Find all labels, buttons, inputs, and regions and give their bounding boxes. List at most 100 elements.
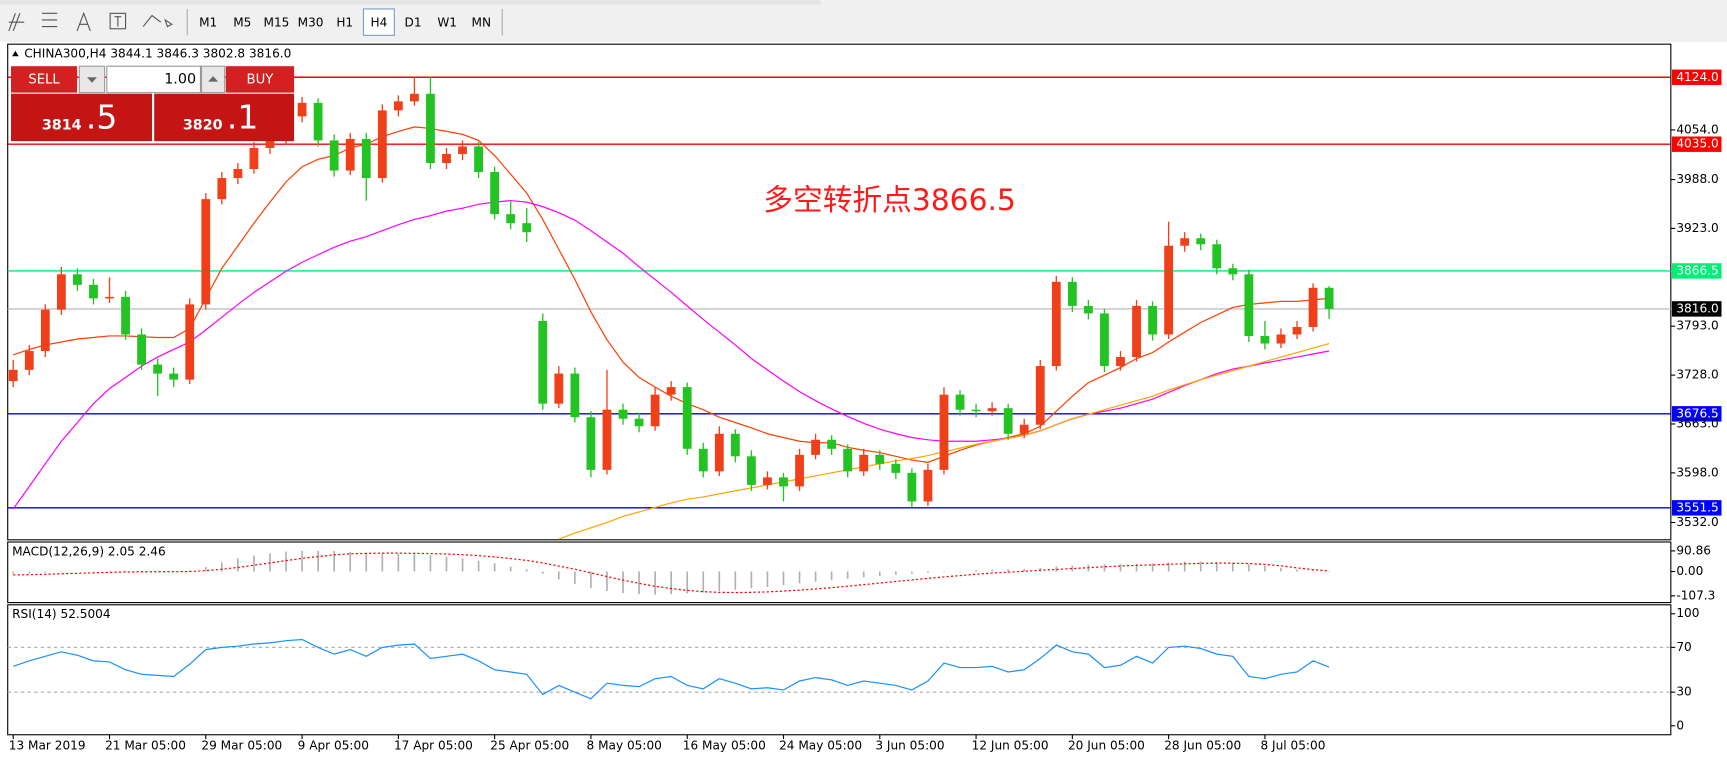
period-button[interactable]: MN [472,16,492,30]
period-button[interactable]: M1 [199,16,217,30]
candle-body [586,417,596,470]
buy-label[interactable]: BUY [247,72,275,87]
candle-body [393,101,403,111]
level-label: 3866.5 [1676,263,1718,277]
level-label-box [1671,69,1722,85]
candle-body [1083,305,1093,314]
candle-body [650,394,660,427]
sell-price-main[interactable]: 3814 [42,118,82,134]
candle-body [698,448,708,472]
lot-input[interactable] [106,65,202,94]
x-tick-label: 16 May 05:00 [683,738,766,752]
candle-body [618,409,628,419]
candle-body [1308,287,1318,327]
collapse-icon[interactable] [12,50,19,57]
candle-body [1019,424,1029,434]
sell-price-pips[interactable]: .5 [86,98,118,137]
candle-body [169,373,179,380]
candle-body [971,409,981,412]
period-button[interactable]: D1 [405,16,422,30]
candle-body [153,364,163,374]
buy-price-main[interactable]: 3820 [183,118,223,134]
y-tick-label: 4054.0 [1676,122,1718,136]
level-label: 3816.0 [1676,301,1718,315]
x-tick-label: 25 Apr 05:00 [490,738,569,752]
periods: M1 M5 M15 M30 H1 H4 D1 W1 MN [199,8,492,36]
candle-body [602,409,612,470]
candle-body [345,138,355,171]
candle-body [1212,244,1222,269]
y-tick-label: 3988.0 [1676,172,1718,186]
candle-body [666,387,676,395]
y-tick-label: 70 [1676,640,1691,654]
sell-price-box[interactable] [11,93,152,142]
candle-body [1003,408,1013,434]
x-tick-label: 24 May 05:00 [779,738,862,752]
period-button[interactable]: M15 [264,16,290,30]
icon-label[interactable] [109,12,127,30]
x-tick-label: 28 Jun 05:00 [1164,738,1241,752]
y-tick-label: 3532.0 [1676,515,1718,529]
icon-grid[interactable] [8,13,25,32]
candle-body [1244,274,1254,336]
candle-body [377,110,387,179]
buy-price-pips[interactable]: .1 [227,98,259,137]
candle-body [955,394,965,410]
candle-body [1051,281,1061,367]
candle-body [843,448,853,472]
candle-body [217,178,227,200]
candle-body [409,93,419,102]
period-button[interactable]: M5 [233,16,251,30]
candle-body [923,469,933,502]
candle-body [233,169,243,179]
candle-body [875,454,885,464]
y-tick-label: -107.3 [1676,588,1715,602]
icon-label-t[interactable] [114,16,122,27]
y-tick-label: 100 [1676,606,1699,620]
candle-body [1100,313,1109,367]
sell-label[interactable]: SELL [28,72,60,87]
candle-body [859,454,869,472]
period-button[interactable]: W1 [437,16,457,30]
candle-body [1132,305,1141,358]
period-button[interactable]: H1 [336,16,353,30]
level-label-box [1671,263,1722,279]
lot-value[interactable]: 1.00 [164,71,196,87]
tool-icons[interactable] [8,11,173,32]
icon-fibo[interactable] [41,12,58,28]
y-tick-label: 3598.0 [1676,465,1718,479]
buy-price-box[interactable] [154,93,295,142]
candle-body [297,102,307,117]
candle-body [426,93,435,164]
candle-body [1164,245,1174,335]
period-button[interactable]: M30 [298,16,324,30]
candle-body [1260,335,1270,344]
rsi-panel [7,604,1672,736]
candle-body [939,394,949,470]
period-button[interactable]: H4 [370,16,387,30]
top-strip [0,0,821,5]
icon-text-a[interactable] [76,11,91,32]
y-tick-label: 0 [1676,718,1684,732]
candle-body [40,309,50,352]
sell-button[interactable] [11,66,78,93]
plot: 4124.0 4035.0 3866.5 3816.0 3676.5 3551.5 4054… [7,47,1722,752]
x-tick-label: 9 Apr 05:00 [298,738,369,752]
candle-body [554,373,564,404]
y-tick-label: 0.00 [1676,564,1703,578]
candle-body [105,296,114,299]
candle-body [24,351,34,370]
trade-panel: SELL 1.00 BUY 3814 .5 3820 .1 [11,65,295,142]
candle-body [987,408,997,412]
buy-button[interactable] [225,66,295,93]
lot-down-arrow [87,77,97,83]
candle-body [714,433,724,472]
indicator-line [12,199,1330,510]
x-tick-label: 12 Jun 05:00 [972,738,1049,752]
candle-body [361,138,371,179]
candle-body [682,387,692,449]
icon-arrows[interactable] [142,14,173,28]
candle-body [313,102,323,141]
candle-body [329,140,339,171]
